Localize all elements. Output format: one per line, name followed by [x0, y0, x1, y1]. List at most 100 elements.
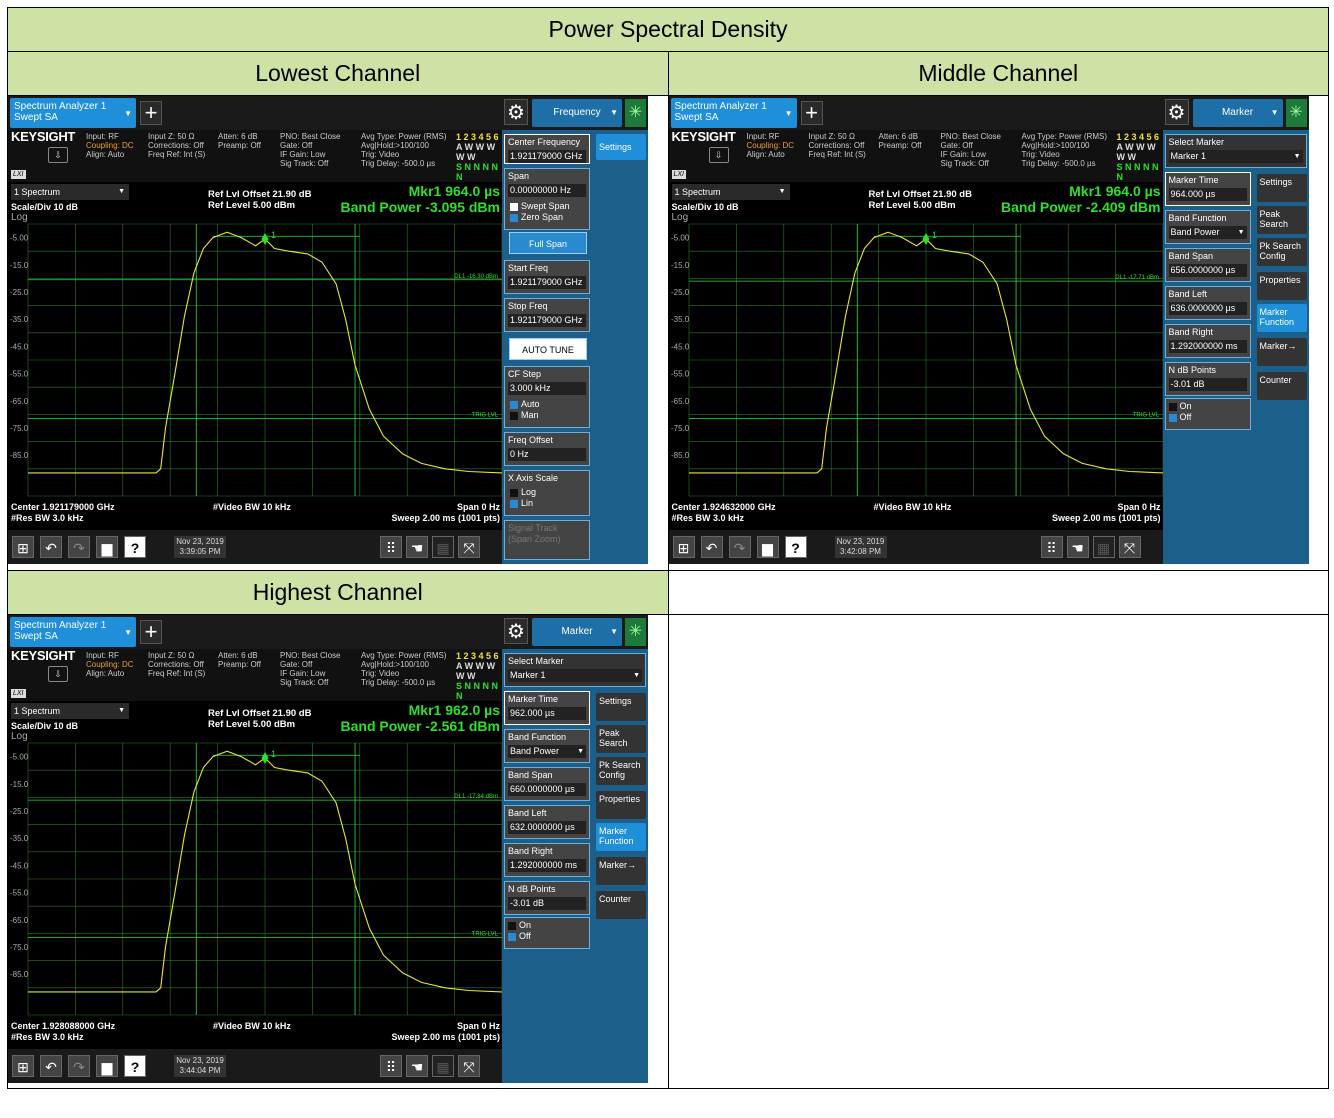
input-settings[interactable]: Input: RF Coupling: DC Align: Auto: [747, 132, 795, 159]
on-off-toggle[interactable]: On Off: [1164, 398, 1251, 430]
undo-icon[interactable]: ↶: [700, 536, 723, 558]
multi-window-icon[interactable]: ⠿: [380, 1055, 402, 1077]
add-screen-button[interactable]: +: [140, 620, 162, 644]
band-function-field[interactable]: Band Function Band Power ▼: [1164, 210, 1251, 244]
local-control-icon[interactable]: ⇩: [48, 666, 68, 682]
full-span-button[interactable]: Full Span: [509, 232, 587, 254]
menu-mode-button[interactable]: Frequency ▼: [532, 99, 622, 127]
marker-function-tab[interactable]: Marker Function: [1256, 304, 1307, 332]
undo-icon[interactable]: ↶: [40, 536, 62, 558]
trace-plot[interactable]: -5.00 -15.0 -25.0 -35.0 -45.0 -55.0 -65.0 -75.0…: [8, 218, 502, 502]
marker-to-tab[interactable]: Marker→: [596, 857, 646, 885]
band-right-field[interactable]: Band Right 1.292000000 ms: [504, 843, 590, 877]
span-toggle[interactable]: Swept Span Zero Span: [508, 201, 586, 223]
touch-icon[interactable]: ☚: [406, 1055, 428, 1077]
properties-tab[interactable]: Properties: [596, 791, 646, 819]
file-icon[interactable]: ▆: [756, 536, 779, 558]
pk-search-config-tab[interactable]: Pk Search Config: [596, 757, 646, 785]
x-axis-scale-field[interactable]: X Axis Scale Log Lin: [504, 470, 590, 516]
auto-tune-button[interactable]: AUTO TUNE: [509, 338, 587, 360]
span-field[interactable]: Span 0.00000000 Hz Swept Span Zero Span: [504, 168, 590, 230]
help-icon[interactable]: ?: [784, 536, 807, 558]
fullscreen-icon[interactable]: ⤧: [458, 1055, 480, 1077]
redo-icon[interactable]: ↷: [68, 536, 90, 558]
band-left-field[interactable]: Band Left 632.0000000 µs: [504, 805, 590, 839]
atten-settings[interactable]: Atten: 6 dB Preamp: Off: [218, 132, 261, 150]
atten-settings[interactable]: Atten: 6 dB Preamp: Off: [879, 132, 922, 150]
avg-settings[interactable]: Avg Type: Power (RMS) Avg|Hold:>100/100 Tr…: [361, 132, 447, 168]
pno-settings[interactable]: PNO: Best Close Gate: Off IF Gain: Low Sig …: [280, 651, 340, 687]
x-axis-toggle[interactable]: Log Lin: [508, 487, 586, 509]
menu-mode-button[interactable]: Marker ▼: [1192, 99, 1283, 127]
band-span-field[interactable]: Band Span 660.0000000 µs: [504, 767, 590, 801]
marker-function-tab[interactable]: Marker Function: [596, 823, 646, 851]
properties-tab[interactable]: Properties: [1256, 272, 1307, 300]
windows-icon[interactable]: ⊞: [672, 536, 695, 558]
fullscreen-icon[interactable]: ⤧: [1118, 536, 1141, 558]
window-selector[interactable]: 1 Spectrum ▼: [11, 184, 129, 200]
local-control-icon[interactable]: ⇩: [48, 147, 68, 163]
peak-search-tab[interactable]: Peak Search: [596, 725, 646, 753]
file-icon[interactable]: ▆: [96, 536, 118, 558]
input-settings[interactable]: Input: RF Coupling: DC Align: Auto: [86, 132, 134, 159]
trace-plot[interactable]: -5.00 -15.0 -25.0 -35.0 -45.0 -55.0 -65.0 -75.0…: [669, 218, 1163, 502]
gear-icon[interactable]: ⚙: [504, 99, 528, 125]
multi-window-icon[interactable]: ⠿: [380, 536, 402, 558]
input-settings[interactable]: Input: RF Coupling: DC Align: Auto: [86, 651, 134, 678]
trace-plot[interactable]: -5.00 -15.0 -25.0 -35.0 -45.0 -55.0 -65.0 -75.0…: [8, 737, 502, 1021]
signal-track-field[interactable]: Signal Track (Span Zoom): [504, 520, 590, 560]
select-marker-field[interactable]: Select Marker Marker 1 ▼: [504, 653, 646, 687]
cf-step-field[interactable]: CF Step 3.000 kHz Auto Man: [504, 366, 590, 428]
touch-icon[interactable]: ☚: [1066, 536, 1089, 558]
window-selector[interactable]: 1 Spectrum ▼: [671, 184, 790, 200]
n-db-points-field[interactable]: N dB Points -3.01 dB: [504, 881, 590, 915]
redo-icon[interactable]: ↷: [728, 536, 751, 558]
pk-search-config-tab[interactable]: Pk Search Config: [1256, 238, 1307, 266]
pno-settings[interactable]: PNO: Best Close Gate: Off IF Gain: Low Sig …: [280, 132, 340, 168]
freq-offset-field[interactable]: Freq Offset 0 Hz: [504, 432, 590, 466]
instrument-tab[interactable]: Spectrum Analyzer 1 Swept SA ▼: [10, 617, 136, 647]
band-left-field[interactable]: Band Left 636.0000000 µs: [1164, 286, 1251, 320]
counter-tab[interactable]: Counter: [596, 891, 646, 919]
peak-search-tab[interactable]: Peak Search: [1256, 206, 1307, 234]
settings-tab[interactable]: Settings: [596, 134, 646, 160]
fullscreen-icon[interactable]: ⤧: [458, 536, 480, 558]
settings-tab[interactable]: Settings: [596, 693, 646, 721]
windows-icon[interactable]: ⊞: [12, 1055, 34, 1077]
undo-icon[interactable]: ↶: [40, 1055, 62, 1077]
window-selector[interactable]: 1 Spectrum ▼: [11, 703, 129, 719]
marker-time-field[interactable]: Marker Time 964.000 µs: [1164, 172, 1251, 206]
on-off-toggle[interactable]: On Off: [504, 917, 590, 949]
help-icon[interactable]: ?: [124, 1055, 146, 1077]
redo-icon[interactable]: ↷: [68, 1055, 90, 1077]
band-span-field[interactable]: Band Span 656.0000000 µs: [1164, 248, 1251, 282]
band-function-field[interactable]: Band Function Band Power ▼: [504, 729, 590, 763]
input-z-settings[interactable]: Input Z: 50 Ω Corrections: Off Freq Ref: I…: [809, 132, 866, 159]
input-z-settings[interactable]: Input Z: 50 Ω Corrections: Off Freq Ref: I…: [148, 132, 205, 159]
select-marker-field[interactable]: Select Marker Marker 1 ▼: [1164, 134, 1307, 168]
marker-to-tab[interactable]: Marker→: [1256, 338, 1307, 366]
local-control-icon[interactable]: ⇩: [708, 147, 729, 163]
band-right-field[interactable]: Band Right 1.292000000 ms: [1164, 324, 1251, 358]
add-screen-button[interactable]: +: [140, 101, 162, 125]
settings-tab[interactable]: Settings: [1256, 174, 1307, 202]
avg-settings[interactable]: Avg Type: Power (RMS) Avg|Hold:>100/100 Tr…: [1022, 132, 1108, 168]
gear-icon[interactable]: ⚙: [1164, 99, 1189, 125]
gear-icon[interactable]: ⚙: [504, 618, 528, 644]
multi-window-icon[interactable]: ⠿: [1040, 536, 1063, 558]
touch-icon[interactable]: ☚: [406, 536, 428, 558]
center-frequency-field[interactable]: Center Frequency 1.921179000 GHz: [504, 134, 590, 164]
menu-mode-button[interactable]: Marker ▼: [532, 618, 622, 646]
windows-icon[interactable]: ⊞: [12, 536, 34, 558]
atten-settings[interactable]: Atten: 6 dB Preamp: Off: [218, 651, 261, 669]
instrument-tab[interactable]: Spectrum Analyzer 1 Swept SA ▼: [670, 98, 797, 128]
n-db-points-field[interactable]: N dB Points -3.01 dB: [1164, 362, 1251, 396]
start-freq-field[interactable]: Start Freq 1.921179000 GHz: [504, 260, 590, 294]
counter-tab[interactable]: Counter: [1256, 372, 1307, 400]
cf-step-toggle[interactable]: Auto Man: [508, 399, 586, 421]
input-z-settings[interactable]: Input Z: 50 Ω Corrections: Off Freq Ref: I…: [148, 651, 205, 678]
help-icon[interactable]: ?: [124, 536, 146, 558]
